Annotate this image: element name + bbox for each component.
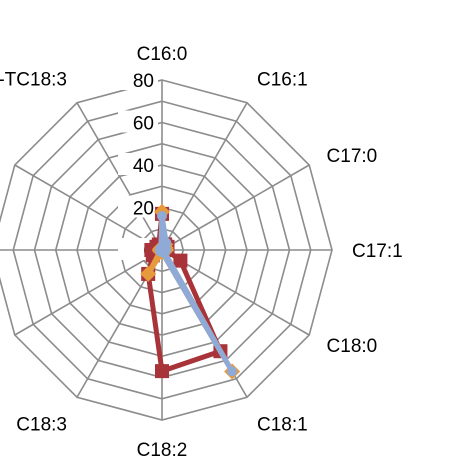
grid-spoke (76, 102, 163, 251)
data-point-circle (155, 243, 166, 254)
category-label: C17:1 (352, 241, 403, 262)
data-point-diamond (140, 265, 157, 282)
series-lines (140, 203, 241, 380)
data-point-circle (227, 366, 238, 377)
category-label: t-TC18:3 (0, 69, 67, 90)
radial-tick-label: 60 (133, 114, 154, 135)
category-label: C18:3 (16, 415, 67, 436)
radial-tick-label: 20 (133, 199, 154, 220)
grid-spoke (14, 164, 163, 251)
tick-label-bg (118, 110, 158, 133)
category-label: C18:1 (257, 415, 308, 436)
category-label: C17:0 (327, 146, 378, 167)
data-point-circle (157, 211, 167, 221)
category-labels: C16:0 C16:1 C17:0 C17:1 C18:0 C18:1 C18:2 C18:3… (0, 44, 403, 461)
tick-label-bg (118, 195, 158, 218)
grid-spoke (161, 164, 310, 251)
series (154, 211, 238, 377)
category-label: C16:0 (137, 44, 188, 65)
category-label: C18:0 (327, 336, 378, 357)
grid-spoke (14, 249, 163, 336)
category-label: C16:1 (257, 69, 308, 90)
radial-tick-label: 40 (133, 156, 154, 177)
grid-spoke (161, 102, 248, 251)
tick-label-bg (118, 68, 158, 90)
data-point-square (155, 364, 169, 379)
category-label: C18:2 (137, 440, 188, 461)
tick-label-bg (118, 153, 158, 175)
data-point-square (173, 253, 188, 268)
radial-tick-label: 80 (133, 71, 154, 92)
